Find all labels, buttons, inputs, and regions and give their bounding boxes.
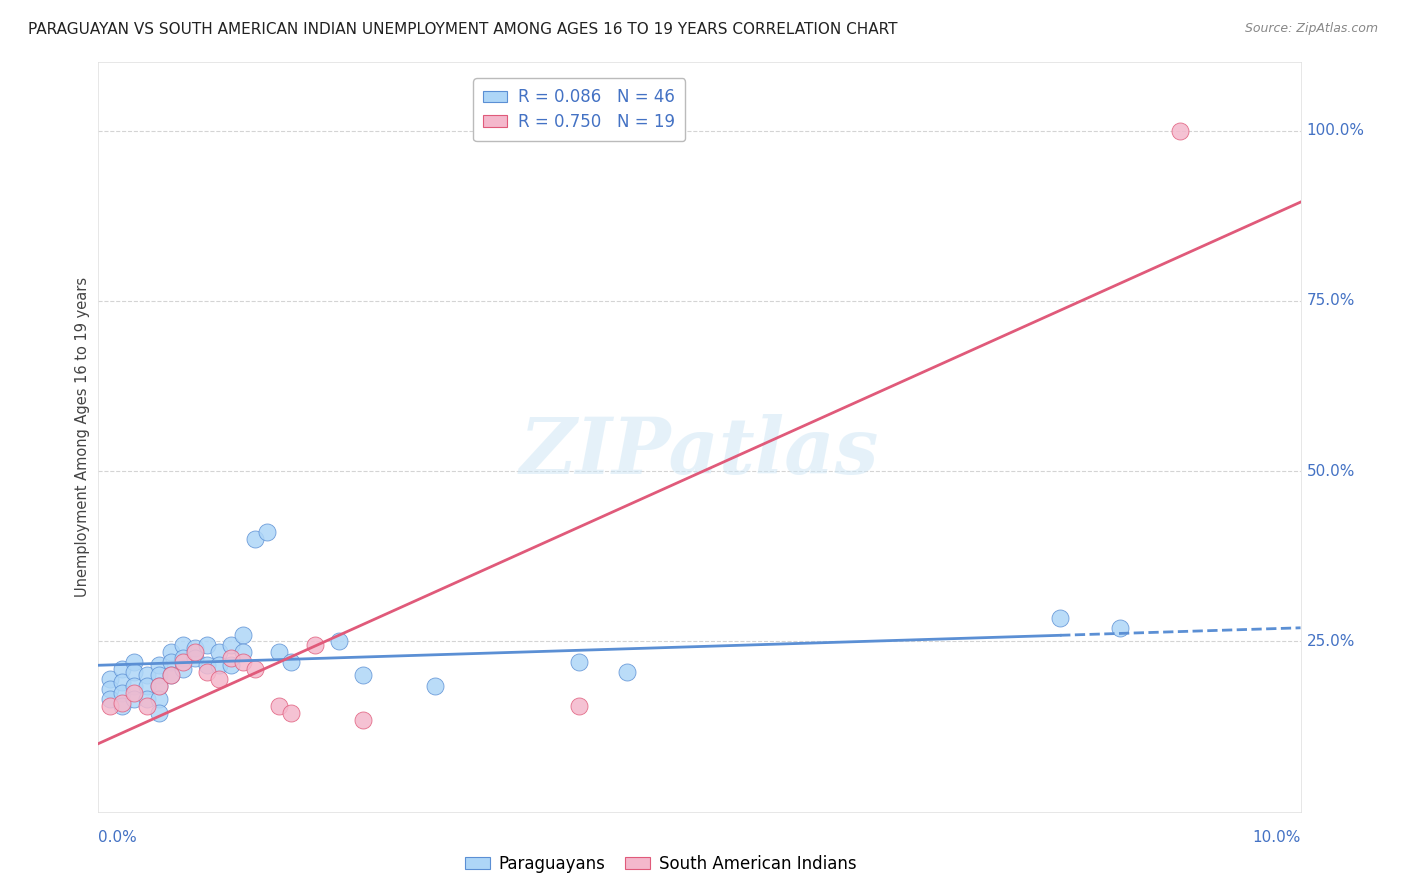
Point	[148, 668, 170, 682]
Point	[159, 645, 181, 659]
Point	[135, 699, 157, 714]
Point	[159, 668, 181, 682]
Text: 100.0%: 100.0%	[1306, 123, 1365, 138]
Point	[243, 662, 266, 676]
Point	[135, 692, 157, 706]
Point	[352, 668, 374, 682]
Point	[135, 679, 157, 693]
Text: 50.0%: 50.0%	[1306, 464, 1355, 479]
Text: Source: ZipAtlas.com: Source: ZipAtlas.com	[1244, 22, 1378, 36]
Text: 0.0%: 0.0%	[98, 830, 138, 846]
Point	[148, 692, 170, 706]
Point	[219, 638, 242, 652]
Point	[183, 645, 205, 659]
Point	[1170, 123, 1192, 137]
Point	[183, 651, 205, 665]
Point	[243, 533, 266, 547]
Point	[256, 525, 278, 540]
Point	[111, 662, 134, 676]
Point	[568, 699, 591, 714]
Point	[1049, 610, 1071, 624]
Point	[568, 655, 591, 669]
Legend: Paraguayans, South American Indians: Paraguayans, South American Indians	[458, 848, 863, 880]
Point	[208, 672, 231, 686]
Point	[267, 645, 290, 659]
Point	[304, 638, 326, 652]
Point	[352, 713, 374, 727]
Point	[208, 645, 231, 659]
Text: 25.0%: 25.0%	[1306, 634, 1355, 648]
Point	[135, 668, 157, 682]
Point	[219, 658, 242, 673]
Point	[423, 679, 446, 693]
Legend: R = 0.086   N = 46, R = 0.750   N = 19: R = 0.086 N = 46, R = 0.750 N = 19	[474, 78, 685, 141]
Point	[100, 699, 122, 714]
Point	[172, 662, 194, 676]
Point	[1109, 621, 1132, 635]
Point	[100, 692, 122, 706]
Point	[616, 665, 638, 679]
Point	[159, 668, 181, 682]
Point	[172, 651, 194, 665]
Point	[148, 658, 170, 673]
Point	[232, 627, 254, 641]
Point	[148, 706, 170, 720]
Point	[280, 706, 302, 720]
Point	[219, 651, 242, 665]
Point	[267, 699, 290, 714]
Point	[232, 645, 254, 659]
Point	[111, 675, 134, 690]
Point	[195, 658, 218, 673]
Point	[124, 665, 146, 679]
Point	[148, 679, 170, 693]
Point	[124, 655, 146, 669]
Point	[100, 672, 122, 686]
Point	[183, 641, 205, 656]
Y-axis label: Unemployment Among Ages 16 to 19 years: Unemployment Among Ages 16 to 19 years	[75, 277, 90, 597]
Point	[124, 692, 146, 706]
Point	[232, 655, 254, 669]
Point	[280, 655, 302, 669]
Point	[124, 679, 146, 693]
Point	[172, 638, 194, 652]
Point	[148, 679, 170, 693]
Text: 10.0%: 10.0%	[1253, 830, 1301, 846]
Text: PARAGUAYAN VS SOUTH AMERICAN INDIAN UNEMPLOYMENT AMONG AGES 16 TO 19 YEARS CORRE: PARAGUAYAN VS SOUTH AMERICAN INDIAN UNEM…	[28, 22, 897, 37]
Point	[195, 665, 218, 679]
Point	[159, 655, 181, 669]
Point	[195, 638, 218, 652]
Point	[172, 655, 194, 669]
Point	[208, 658, 231, 673]
Point	[111, 699, 134, 714]
Text: 75.0%: 75.0%	[1306, 293, 1355, 309]
Text: ZIPatlas: ZIPatlas	[520, 414, 879, 491]
Point	[328, 634, 350, 648]
Point	[124, 685, 146, 699]
Point	[111, 696, 134, 710]
Point	[111, 685, 134, 699]
Point	[100, 682, 122, 697]
